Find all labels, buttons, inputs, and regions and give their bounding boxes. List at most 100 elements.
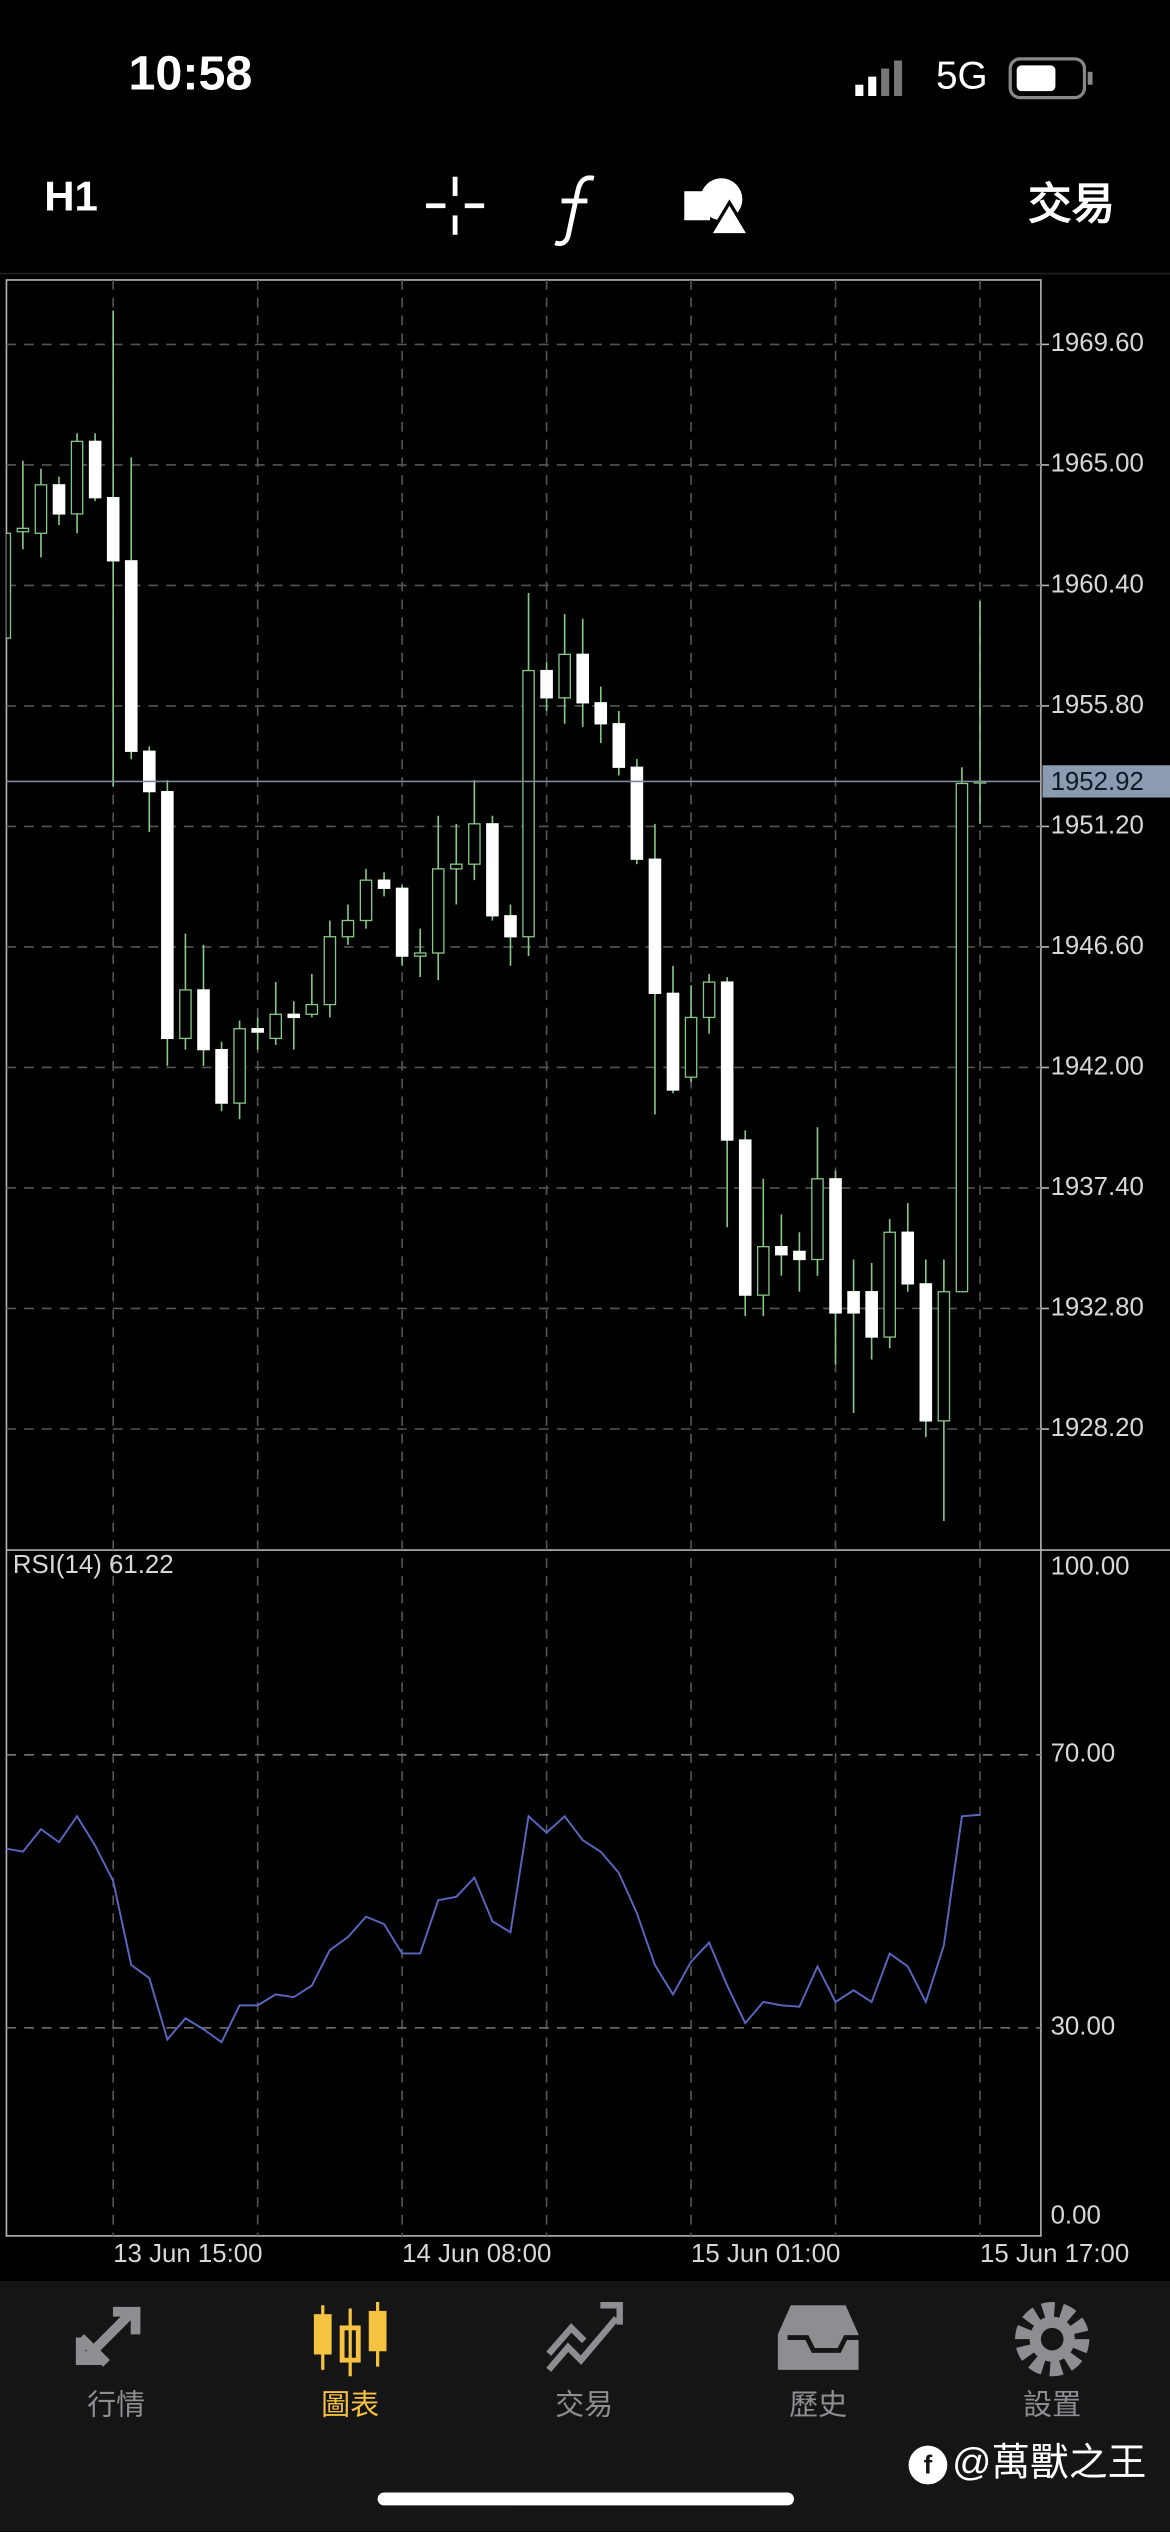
objects-icon[interactable] (684, 178, 752, 237)
candle-body (269, 1013, 283, 1040)
x-tick-label: 15 Jun 01:00 (691, 2240, 840, 2268)
candle-body (233, 1028, 246, 1104)
candle-body (594, 702, 608, 725)
tab-chart[interactable]: 圖表 (313, 2302, 387, 2422)
x-tick-label: 13 Jun 15:00 (113, 2240, 262, 2268)
candle-body (413, 952, 427, 957)
candle-body (251, 1028, 264, 1033)
y-tick-label: 1942.00 (1051, 1052, 1144, 1080)
candle-body (52, 484, 66, 515)
signal-icon (855, 60, 903, 96)
price-panel (6, 310, 1041, 1521)
y-tick-label: 100.00 (1051, 1553, 1130, 1581)
candle-body (88, 440, 102, 499)
candle-body (395, 887, 409, 957)
candle-body (630, 766, 644, 860)
candle-body (124, 560, 138, 752)
timeframe[interactable]: H1 (44, 172, 98, 219)
current-price-label: 1952.92 (1051, 768, 1144, 796)
chart-frame (5, 279, 1042, 2237)
candle-body (811, 1178, 824, 1261)
tab-trade[interactable]: 交易 (546, 2302, 623, 2422)
crosshair-icon[interactable] (426, 176, 485, 235)
candle-body (865, 1291, 878, 1338)
candle-body (468, 823, 481, 865)
candle-body (34, 484, 48, 534)
y-tick-label: 30.00 (1051, 2013, 1116, 2041)
candle-body (179, 989, 192, 1040)
candle-body (901, 1231, 915, 1285)
rsi-line (6, 1813, 981, 2044)
candle-body (522, 669, 535, 938)
y-tick-label: 1955.80 (1051, 691, 1144, 719)
candle-body (937, 1291, 951, 1422)
indicator-icon[interactable] (554, 175, 595, 247)
x-tick-label: 15 Jun 17:00 (980, 2240, 1129, 2268)
tab-history[interactable]: 歷史 (777, 2305, 865, 2422)
current-price-box (1042, 765, 1170, 798)
candle-body (6, 532, 12, 639)
candle-body (486, 823, 499, 917)
candle-body (720, 981, 734, 1141)
candle-body (305, 1003, 319, 1015)
candle-body (323, 936, 337, 1006)
y-tick-label: 1937.40 (1051, 1173, 1144, 1201)
candle-body (702, 981, 716, 1019)
tab-label[interactable]: 行情 (87, 2389, 145, 2422)
candle-body (450, 863, 463, 870)
y-tick-label: 1928.20 (1051, 1414, 1144, 1442)
y-tick-label: 70.00 (1051, 1740, 1116, 1768)
battery-icon (1008, 57, 1093, 100)
tab-label[interactable]: 交易 (555, 2389, 613, 2422)
watermark-text: @萬獸之王 (952, 2441, 1146, 2484)
svg-text:f: f (924, 2451, 933, 2479)
candle-body (612, 723, 626, 768)
y-tick-label: 1965.00 (1051, 450, 1144, 478)
watermark: f @萬獸之王 (908, 2441, 1146, 2485)
candle-body (215, 1049, 228, 1104)
candle-body (955, 782, 969, 1293)
candle-body (648, 858, 662, 994)
candle-body (576, 653, 590, 704)
trade-button[interactable]: 交易 (1028, 181, 1115, 229)
candle-body (756, 1246, 770, 1296)
candle-body (883, 1231, 896, 1338)
candle-body (197, 989, 210, 1051)
tab-quotes[interactable]: 行情 (75, 2306, 146, 2422)
candle-body (666, 992, 680, 1091)
network: 5G (936, 54, 988, 97)
candle-body (16, 527, 30, 533)
candle-body (143, 750, 156, 793)
tab-label[interactable]: 圖表 (321, 2389, 379, 2422)
home-indicator (377, 2492, 794, 2506)
y-tick-label: 1946.60 (1051, 932, 1144, 960)
rsi-panel (6, 1813, 981, 2044)
candle-body (287, 1013, 301, 1019)
candle-body (847, 1291, 860, 1314)
candle-body (70, 440, 84, 515)
y-tick-label: 1932.80 (1051, 1293, 1144, 1321)
candle-body (738, 1139, 752, 1296)
candle-body (919, 1283, 933, 1422)
candle-body (106, 497, 120, 562)
candle-body (540, 669, 553, 699)
y-tick-label: 1960.40 (1051, 570, 1144, 598)
y-tick-label: 1969.60 (1051, 329, 1144, 357)
candle-body (341, 919, 355, 938)
candle-body (359, 879, 373, 922)
clock: 10:58 (129, 46, 253, 100)
axes: 1969.60 1965.00 1960.40 1955.80 1951.20 1946.… (113, 329, 1170, 2268)
candle-body (431, 868, 445, 954)
candle-body (161, 790, 174, 1040)
candle-body (558, 653, 571, 699)
candle-body (829, 1178, 842, 1314)
x-tick-label: 14 Jun 08:00 (402, 2240, 551, 2268)
tab-settings[interactable]: 設置 (1015, 2302, 1090, 2422)
candle-body (377, 879, 391, 889)
y-tick-label: 1951.20 (1051, 811, 1144, 839)
tab-label[interactable]: 設置 (1023, 2389, 1081, 2422)
tab-label[interactable]: 歷史 (789, 2389, 847, 2422)
y-tick-label: 0.00 (1051, 2201, 1101, 2229)
